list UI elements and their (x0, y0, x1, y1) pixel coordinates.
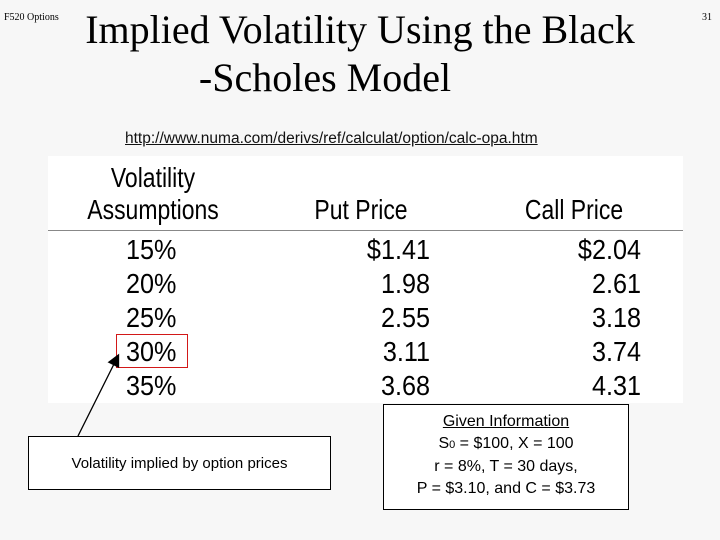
given-information-box: Given Information S0 = $100, X = 100 r =… (383, 404, 629, 510)
given-line-1-rest: = $100, X = 100 (455, 435, 574, 452)
put-cell: 3.11 (382, 336, 430, 367)
vol-cell: 25% (126, 302, 177, 333)
header-volatility: Volatility Assumptions (67, 162, 239, 226)
put-cell: $1.41 (366, 234, 430, 265)
course-label: F520 Options (4, 12, 59, 23)
source-url-link[interactable]: http://www.numa.com/derivs/ref/calculat/… (125, 130, 538, 147)
given-s-subscript: 0 (449, 439, 456, 451)
put-price-column: $1.41 1.98 2.55 3.11 3.68 (330, 233, 430, 403)
call-cell: $2.04 (577, 234, 641, 265)
given-s-symbol: S (438, 435, 450, 452)
implied-volatility-highlight (116, 334, 188, 368)
put-cell: 3.68 (380, 370, 430, 401)
given-title: Given Information (442, 413, 570, 430)
vol-cell: 35% (126, 370, 177, 401)
volatility-table: Volatility Assumptions Put Price Call Pr… (48, 156, 683, 403)
call-cell: 3.18 (591, 302, 641, 333)
call-price-column: $2.04 2.61 3.18 3.74 4.31 (541, 233, 641, 403)
put-cell: 2.55 (380, 302, 430, 333)
given-line-3: P = $3.10, and C = $3.73 (416, 480, 596, 497)
slide-number: 31 (702, 12, 712, 23)
vol-cell: 15% (126, 234, 177, 265)
call-cell: 3.74 (591, 336, 641, 367)
slide-title: Implied Volatility Using the Black -Scho… (40, 6, 680, 102)
given-line-1: S0 = $100, X = 100 (384, 433, 628, 456)
vol-cell: 20% (126, 268, 177, 299)
put-cell: 1.98 (380, 268, 430, 299)
title-line-2: -Scholes Model (198, 55, 452, 100)
header-volatility-line-2: Assumptions (87, 194, 219, 225)
implied-volatility-note: Volatility implied by option prices (28, 436, 331, 490)
header-call-price: Call Price (524, 194, 624, 225)
header-volatility-line-1: Volatility (110, 162, 196, 193)
vol-cell: 30% (126, 336, 177, 367)
call-cell: 2.61 (591, 268, 641, 299)
title-line-1: Implied Volatility Using the Black (85, 7, 635, 52)
given-line-2: r = 8%, T = 30 days, (434, 458, 578, 475)
header-divider (48, 230, 683, 231)
call-cell: 4.31 (591, 370, 641, 401)
volatility-column: 15% 20% 25% 30% 35% (126, 233, 216, 403)
header-put-price: Put Price (314, 194, 408, 225)
